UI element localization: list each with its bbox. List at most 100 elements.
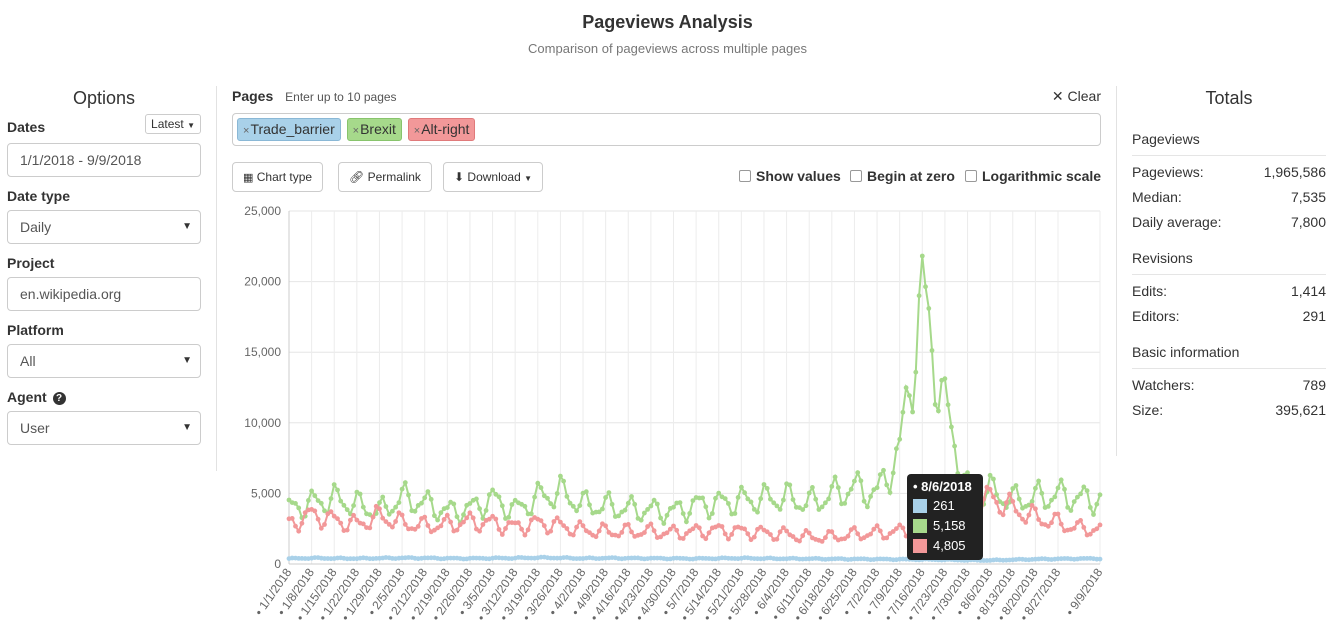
data-point [503, 526, 508, 531]
data-point [354, 517, 360, 523]
data-point [396, 500, 402, 505]
log-scale-checkbox[interactable]: Logarithmic scale [965, 168, 1101, 184]
data-point [806, 530, 812, 536]
data-point [499, 503, 505, 509]
data-point [664, 530, 670, 536]
data-point [561, 523, 566, 528]
chart-type-button[interactable]: ▦ Chart type [232, 162, 324, 192]
data-point [632, 501, 638, 507]
daily-average-row: Daily average: 7,800 [1132, 213, 1326, 238]
data-point [696, 525, 702, 531]
data-point [383, 504, 389, 509]
page-tag-trade-barrier[interactable]: ×Trade_barrier [237, 118, 341, 141]
page-tag-brexit[interactable]: ×Brexit [346, 118, 402, 141]
download-icon: ⬇ [454, 170, 465, 184]
data-point [823, 500, 828, 506]
data-point [771, 500, 777, 506]
data-point [1007, 491, 1012, 497]
data-point [1075, 494, 1080, 500]
data-point [874, 485, 880, 491]
download-button[interactable]: ⬇ Download ▼ [443, 162, 544, 192]
data-point [965, 470, 970, 476]
project-input[interactable]: en.wikipedia.org [7, 277, 201, 311]
permalink-button[interactable]: 🔗︎ Permalink [338, 162, 432, 192]
data-point [338, 498, 344, 504]
pageviews-value: 1,965,586 [1263, 164, 1326, 180]
watchers-value: 789 [1302, 377, 1326, 393]
watchers-label: Watchers: [1132, 377, 1195, 393]
data-point [535, 480, 541, 486]
pages-input[interactable]: ×Trade_barrier ×Brexit ×Alt-right [232, 113, 1101, 146]
data-point [852, 478, 857, 484]
data-point [1029, 499, 1035, 504]
select-arrow-icon: ▼ [182, 422, 192, 433]
data-point [706, 530, 712, 536]
agent-select[interactable]: User ▼ [7, 411, 201, 445]
project-label: Project [7, 255, 55, 271]
data-point [1087, 505, 1093, 510]
data-point [1000, 512, 1006, 518]
page-title: Pageviews Analysis [582, 12, 753, 32]
begin-at-zero-label: Begin at zero [867, 168, 955, 184]
data-point [816, 507, 822, 512]
remove-icon[interactable]: × [352, 125, 360, 137]
data-point [700, 495, 705, 501]
data-point [894, 446, 899, 452]
data-point [402, 522, 408, 527]
data-point [467, 501, 473, 506]
page-tag-alt-right[interactable]: ×Alt-right [407, 118, 476, 141]
tooltip-row: 5,158 [913, 516, 977, 536]
help-icon[interactable]: ? [52, 392, 66, 405]
remove-icon[interactable]: × [413, 125, 421, 137]
data-point [861, 498, 867, 504]
data-point [674, 527, 680, 533]
data-point [322, 556, 327, 561]
data-point [1081, 484, 1087, 490]
daily-average-label: Daily average: [1132, 214, 1222, 230]
tooltip-value: 261 [933, 498, 955, 513]
data-point [1071, 525, 1077, 531]
data-point [890, 529, 896, 534]
show-values-checkbox[interactable]: Show values [739, 168, 841, 184]
data-point [616, 513, 621, 519]
data-point [312, 493, 318, 499]
data-point [764, 529, 770, 535]
data-point [577, 519, 583, 524]
data-point [477, 528, 482, 534]
chart-tooltip: • 8/6/2018 261 5,158 4,805 [907, 474, 983, 560]
platform-select[interactable]: All ▼ [7, 344, 201, 378]
data-point [593, 534, 599, 540]
remove-icon[interactable]: × [243, 125, 250, 137]
dates-label: Dates [7, 119, 46, 135]
data-point [328, 509, 334, 515]
dates-input[interactable]: 1/1/2018 - 9/9/2018 [7, 143, 201, 177]
data-point [987, 472, 993, 478]
clear-button[interactable]: ✕ Clear [1052, 88, 1101, 105]
data-point [538, 485, 544, 491]
data-point [570, 532, 576, 538]
main-panel: Pages Enter up to 10 pages ✕ Clear ×Trad… [232, 88, 1102, 192]
data-point [454, 527, 460, 533]
data-point [1039, 490, 1045, 496]
clear-label: Clear [1067, 88, 1101, 104]
data-point [383, 519, 389, 524]
data-point [483, 508, 489, 513]
data-point [296, 528, 302, 534]
data-point [671, 523, 676, 529]
data-point [296, 505, 302, 511]
data-point [525, 527, 531, 533]
data-point [690, 526, 696, 532]
data-point [532, 494, 537, 500]
latest-dropdown-button[interactable]: Latest ▼ [145, 114, 201, 134]
data-point [658, 534, 663, 540]
begin-at-zero-checkbox[interactable]: Begin at zero [850, 168, 955, 184]
project-value: en.wikipedia.org [20, 286, 122, 302]
data-point [642, 530, 647, 535]
date-type-select[interactable]: Daily ▼ [7, 210, 201, 244]
data-point [1010, 486, 1016, 491]
data-point [855, 531, 861, 537]
data-point [790, 497, 796, 502]
data-point [496, 494, 502, 500]
data-point [380, 494, 386, 500]
